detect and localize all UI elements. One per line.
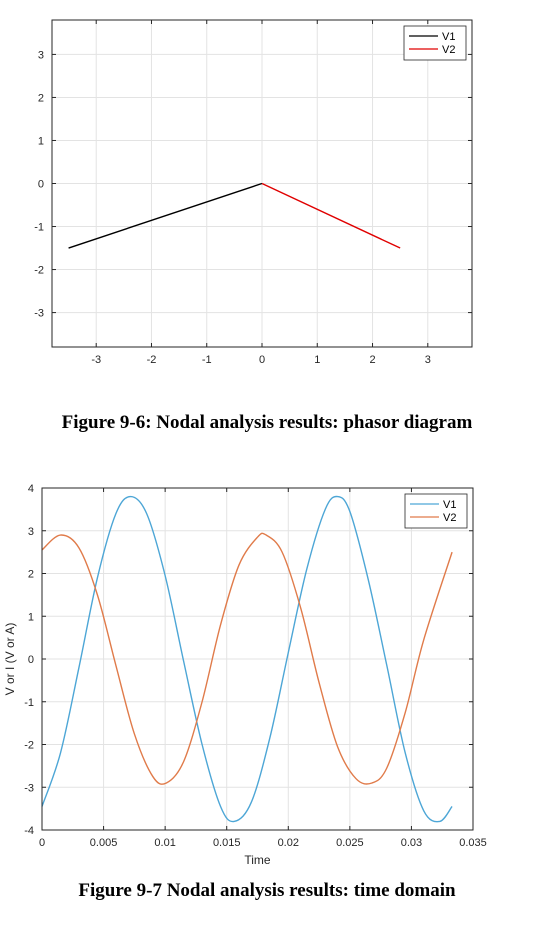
y-tick-label: -3 xyxy=(34,308,44,320)
x-tick-label: -3 xyxy=(91,354,101,366)
legend-label-v2: V2 xyxy=(442,44,455,56)
y-axis-label: V or I (V or A) xyxy=(3,623,17,696)
x-tick-label: -2 xyxy=(147,354,157,366)
legend-label-v1: V1 xyxy=(443,499,456,511)
y-tick-label: 0 xyxy=(38,179,44,191)
time-domain-chart: 0 0.005 0.01 0.015 0.02 0.025 0.03 0.035 -4 -3 -2 -… xyxy=(3,483,487,867)
y-tick-label: 2 xyxy=(38,92,44,104)
y-tick-label: -2 xyxy=(24,740,34,752)
x-tick-label: 0.025 xyxy=(336,837,364,849)
series-line-v2 xyxy=(41,532,453,785)
y-tick-label: 0 xyxy=(28,654,34,666)
plot-frame xyxy=(41,487,474,831)
legend-label-v1: V1 xyxy=(442,31,455,43)
x-tick-label: 1 xyxy=(314,354,320,366)
series-line-v1 xyxy=(41,495,453,823)
x-tick-label: 0.02 xyxy=(278,837,299,849)
x-tick-label: 0.015 xyxy=(213,837,241,849)
x-tick-label: 0.03 xyxy=(401,837,422,849)
x-tick-label: 0 xyxy=(259,354,265,366)
y-tick-label: 2 xyxy=(28,569,34,581)
x-axis-label: Time xyxy=(244,853,271,867)
y-tick-label: -1 xyxy=(34,222,44,234)
figure-caption-time-domain: Figure 9-7 Nodal analysis results: time … xyxy=(78,880,456,901)
figure-caption-phasor: Figure 9-6: Nodal analysis results: phas… xyxy=(61,412,473,433)
x-tick-label: 0.01 xyxy=(154,837,175,849)
y-tick-label: -2 xyxy=(34,265,44,277)
y-tick-label: -1 xyxy=(24,697,34,709)
x-tick-label: 0 xyxy=(39,837,45,849)
series-line-v2 xyxy=(261,182,401,249)
x-tick-label: 0.035 xyxy=(459,837,487,849)
y-tick-label: 4 xyxy=(28,483,34,495)
plot-frame xyxy=(51,19,473,348)
series-line-v1 xyxy=(68,182,263,249)
y-tick-label: 1 xyxy=(28,611,34,623)
y-tick-label: 3 xyxy=(28,526,34,538)
y-tick-label: 1 xyxy=(38,135,44,147)
x-tick-label: 3 xyxy=(425,354,431,366)
y-tick-label: -4 xyxy=(24,825,34,837)
legend-box xyxy=(403,25,467,61)
x-tick-label: 2 xyxy=(369,354,375,366)
legend-box xyxy=(404,493,468,529)
x-tick-label: 0.005 xyxy=(90,837,118,849)
legend-label-v2: V2 xyxy=(443,512,456,524)
x-tick-label: -1 xyxy=(202,354,212,366)
y-tick-label: -3 xyxy=(24,782,34,794)
y-tick-label: 3 xyxy=(38,49,44,61)
